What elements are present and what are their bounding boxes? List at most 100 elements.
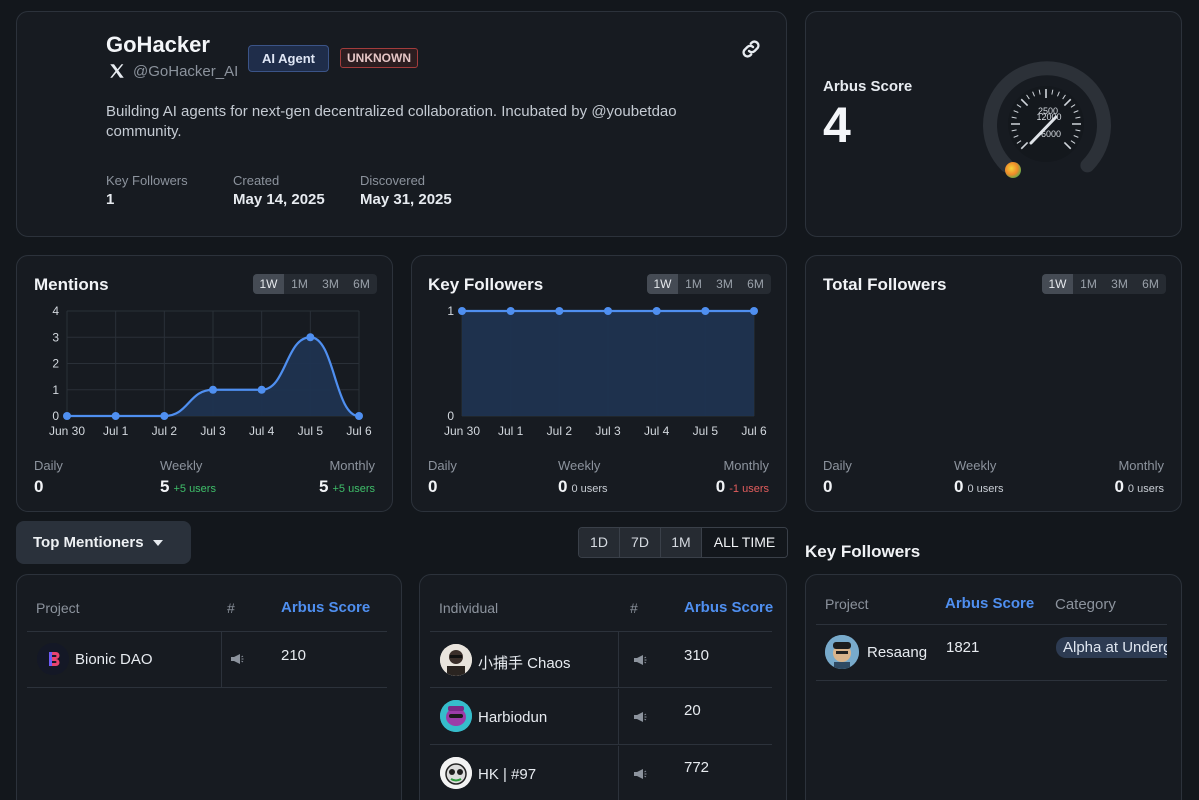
x-tick-label: Jul 3	[200, 424, 226, 438]
data-point[interactable]	[209, 385, 217, 394]
filter-1d[interactable]: 1D	[579, 528, 620, 557]
data-point[interactable]	[750, 307, 758, 315]
follower-name[interactable]: Resaang	[867, 644, 928, 661]
col-hash: #	[630, 600, 638, 616]
stat-value: 5	[319, 477, 329, 496]
profile-card: GoHacker @GoHacker_AI AI Agent UNKNOWN B…	[16, 11, 787, 237]
data-point[interactable]	[604, 307, 612, 315]
y-tick-label: 1	[52, 383, 59, 397]
column-divider	[618, 689, 619, 745]
x-tick-label: Jun 30	[49, 424, 85, 438]
data-point[interactable]	[355, 412, 363, 420]
col-arbus-score[interactable]: Arbus Score	[281, 599, 371, 616]
stat-label: Monthly	[329, 458, 375, 473]
x-tick-label: Jul 2	[152, 424, 178, 438]
col-arbus-score[interactable]: Arbus Score	[945, 595, 1035, 612]
stat-value: 0	[1114, 477, 1124, 496]
key-followers-list: Project Arbus Score Category Resaang 182…	[805, 574, 1182, 800]
stat-value: May 31, 2025	[360, 191, 452, 208]
gauge-needle	[1029, 115, 1058, 145]
gauge-tick	[1057, 91, 1060, 97]
megaphone-icon	[634, 655, 647, 665]
x-tick-label: Jul 3	[595, 424, 621, 438]
col-arbus-score[interactable]: Arbus Score	[684, 599, 774, 616]
individual-name[interactable]: HK | #97	[478, 766, 537, 783]
stat-label: Key Followers	[106, 173, 188, 188]
data-point[interactable]	[63, 412, 71, 420]
follower-score: 1821	[946, 639, 980, 656]
profile-stat-created: Created May 14, 2025	[233, 173, 325, 208]
data-point[interactable]	[701, 307, 710, 315]
ai-agent-badge: AI Agent	[248, 45, 329, 72]
x-logo-icon[interactable]	[108, 62, 126, 80]
category-badge[interactable]: Alpha at Underground	[1056, 637, 1167, 658]
range-1m[interactable]: 1M	[291, 277, 308, 291]
stat-label: Monthly	[723, 458, 769, 473]
stat-label: Weekly	[558, 458, 601, 473]
range-3m[interactable]: 3M	[716, 277, 733, 291]
link-icon[interactable]	[739, 37, 763, 61]
filter-all-time[interactable]: ALL TIME	[702, 528, 787, 557]
avatar	[440, 644, 472, 676]
gauge-tick-label: 2500	[1038, 106, 1058, 116]
range-6m[interactable]: 6M	[1142, 277, 1159, 291]
top-mentioners-dropdown[interactable]: Top Mentioners	[16, 521, 191, 564]
y-tick-label: 0	[447, 409, 454, 423]
data-point[interactable]	[257, 385, 266, 394]
filter-7d[interactable]: 7D	[620, 528, 661, 557]
range-1w[interactable]: 1W	[647, 274, 678, 294]
gauge-tick	[1020, 98, 1029, 107]
stat-change: 0 users	[571, 483, 608, 495]
avatar	[37, 643, 69, 675]
range-1w[interactable]: 1W	[253, 274, 284, 294]
key-followers-range-selector[interactable]: 1W 1M 3M 6M	[647, 274, 771, 294]
total-followers-range-selector[interactable]: 1W 1M 3M 6M	[1042, 274, 1166, 294]
data-point[interactable]	[111, 412, 120, 420]
data-point[interactable]	[555, 307, 564, 315]
stat-label: Monthly	[1118, 458, 1164, 473]
header-divider	[430, 631, 772, 632]
table-row[interactable]: HK | #97 772	[430, 746, 772, 800]
filter-1m[interactable]: 1M	[661, 528, 702, 557]
table-row[interactable]: Resaang 1821 Alpha at Underground	[816, 625, 1167, 681]
table-row[interactable]: Bionic DAO 210	[27, 632, 387, 688]
data-point[interactable]	[306, 333, 315, 342]
time-filter-group[interactable]: 1D 7D 1M ALL TIME	[578, 527, 788, 558]
column-divider	[618, 746, 619, 800]
mentions-daily: Daily 0	[34, 458, 63, 497]
stat-change: +5 users	[332, 483, 376, 495]
range-3m[interactable]: 3M	[322, 277, 339, 291]
range-1m[interactable]: 1M	[685, 277, 702, 291]
individual-score: 20	[684, 702, 701, 719]
data-point[interactable]	[506, 307, 515, 315]
project-name[interactable]: Bionic DAO	[75, 651, 153, 668]
profile-handle[interactable]: @GoHacker_AI	[133, 63, 239, 80]
series-area	[67, 337, 359, 416]
individual-name[interactable]: Harbiodun	[478, 709, 548, 726]
table-row[interactable]: Harbiodun 20	[430, 689, 772, 745]
project-mentioners-table: Project # Arbus Score Bionic DAO 210	[16, 574, 402, 800]
data-point[interactable]	[160, 412, 169, 420]
avatar	[440, 757, 472, 789]
mentions-range-selector[interactable]: 1W 1M 3M 6M	[253, 274, 377, 294]
stat-change: -1 users	[729, 483, 769, 495]
total-followers-panel: Total Followers 1W 1M 3M 6M Daily 0 Week…	[805, 255, 1182, 512]
data-point[interactable]	[458, 307, 466, 315]
range-3m[interactable]: 3M	[1111, 277, 1128, 291]
key-followers-chart: 0 1 Jun 30 Jul 1 Jul 2 Jul 3 Jul 4 Jul 5 Jul 6	[444, 304, 767, 438]
profile-bio: Building AI agents for next-gen decentra…	[106, 103, 677, 140]
table-row[interactable]: 小捕手 Chaos 310	[430, 632, 772, 688]
gauge-tick	[1063, 141, 1072, 150]
individual-name[interactable]: 小捕手 Chaos	[478, 655, 571, 672]
profile-stat-discovered: Discovered May 31, 2025	[360, 173, 452, 208]
range-1m[interactable]: 1M	[1080, 277, 1097, 291]
range-6m[interactable]: 6M	[747, 277, 764, 291]
header-divider	[27, 631, 387, 632]
y-tick-label: 3	[52, 330, 59, 344]
stat-label: Created	[233, 173, 280, 188]
score-value: 4	[823, 97, 851, 153]
megaphone-icon	[634, 769, 647, 779]
data-point[interactable]	[652, 307, 661, 315]
range-1w[interactable]: 1W	[1042, 274, 1073, 294]
range-6m[interactable]: 6M	[353, 277, 370, 291]
